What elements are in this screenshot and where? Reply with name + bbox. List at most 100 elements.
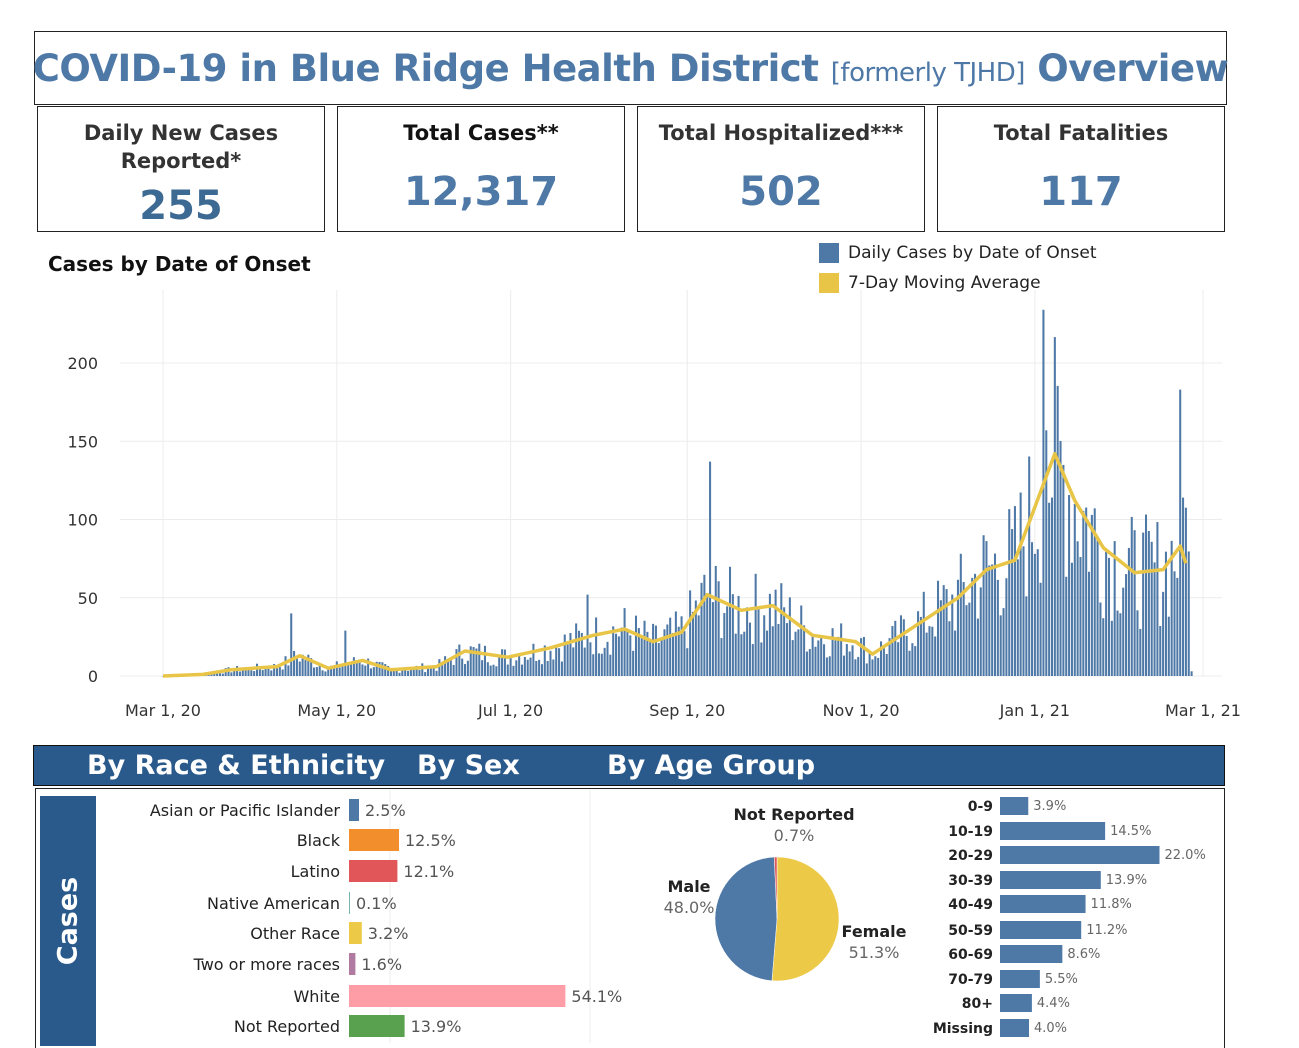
daily-case-bar <box>820 636 823 676</box>
age-value-label: 4.4% <box>1037 996 1070 1011</box>
race-category-label: White <box>293 987 340 1006</box>
kpi-total-fatalities[interactable]: Total Fatalities 117 <box>937 106 1225 232</box>
daily-case-bar <box>253 671 256 676</box>
y-tick-label: 100 <box>67 511 98 530</box>
daily-case-bar <box>623 608 626 676</box>
daily-case-bar <box>412 666 415 676</box>
title-small: [formerly TJHD] <box>830 57 1026 88</box>
race-bar <box>349 799 359 821</box>
race-category-label: Other Race <box>250 924 340 943</box>
daily-case-bar <box>486 662 489 676</box>
daily-case-bar <box>1099 602 1102 676</box>
daily-case-bar <box>327 668 330 676</box>
daily-case-bar <box>1039 582 1042 676</box>
daily-case-bar <box>1187 551 1190 676</box>
daily-case-bar <box>1130 516 1133 676</box>
y-tick-label: 150 <box>67 432 98 451</box>
daily-case-bar <box>421 663 424 676</box>
page-title: COVID-19 in Blue Ridge Health District [… <box>33 47 1229 90</box>
daily-case-bar <box>1142 532 1145 676</box>
daily-case-bar <box>247 667 250 676</box>
kpi-total-hospitalized[interactable]: Total Hospitalized*** 502 <box>637 106 925 232</box>
daily-case-bar <box>301 654 304 676</box>
age-bar <box>1000 1019 1029 1037</box>
cases-by-onset-chart[interactable]: Mar 1, 20 May 1, 20 Jul 1, 20 Sep 1, 20 Nov … <box>0 285 1299 735</box>
daily-case-bar <box>934 636 937 676</box>
race-value-label: 12.5% <box>405 831 456 850</box>
daily-case-bar <box>649 641 652 676</box>
pie-category-label: Male <box>667 877 710 896</box>
race-category-label: Native American <box>207 894 340 913</box>
daily-case-bar <box>609 654 612 676</box>
daily-case-bar <box>757 606 760 676</box>
daily-case-bar <box>1159 626 1162 676</box>
daily-case-bar <box>444 656 447 676</box>
daily-case-bar <box>1085 507 1088 676</box>
age-value-label: 11.8% <box>1091 897 1132 912</box>
legend-item-moving-average[interactable]: 7-Day Moving Average <box>819 268 1097 298</box>
daily-case-bar <box>860 638 863 676</box>
x-tick-label: Jul 1, 20 <box>477 701 543 720</box>
daily-case-bar <box>256 663 259 676</box>
daily-case-bar <box>597 653 600 676</box>
daily-case-bar <box>498 655 501 676</box>
daily-case-bar <box>1170 540 1173 676</box>
daily-case-bar <box>595 617 598 676</box>
daily-case-bar <box>1050 497 1054 676</box>
daily-case-bar <box>663 629 666 676</box>
daily-case-bar <box>352 657 355 676</box>
daily-case-bar <box>1105 551 1108 676</box>
daily-case-bar <box>549 650 552 676</box>
race-bar <box>349 892 350 914</box>
legend-item-daily-cases[interactable]: Daily Cases by Date of Onset <box>819 238 1097 268</box>
daily-case-bar <box>672 632 675 676</box>
age-group-chart[interactable]: 0-9 3.9% 10-19 14.5% 20-29 22.0% 30-39 13.9% 40-… <box>925 790 1225 1043</box>
race-value-label: 2.5% <box>365 801 406 820</box>
daily-case-bar <box>845 644 848 676</box>
cases-side-label: Cases <box>52 876 84 966</box>
daily-case-bar <box>919 616 922 676</box>
daily-case-bar <box>931 626 934 676</box>
daily-case-bar <box>509 656 512 676</box>
daily-case-bar <box>985 541 988 676</box>
daily-case-bar <box>278 667 281 676</box>
title-main: COVID-19 in Blue Ridge Health District <box>32 46 831 90</box>
daily-case-bar <box>1096 539 1099 676</box>
kpi-daily-new-cases[interactable]: Daily New Cases Reported* 255 <box>37 106 325 232</box>
daily-case-bar <box>825 657 828 676</box>
daily-case-bar <box>287 665 290 676</box>
daily-case-bar <box>261 670 264 676</box>
race-value-label: 1.6% <box>361 955 402 974</box>
daily-case-bar <box>555 646 558 676</box>
race-ethnicity-chart[interactable]: Asian or Pacific Islander 2.5% Black 12.5% L… <box>96 790 656 1043</box>
chart-legend[interactable]: Daily Cases by Date of Onset 7-Day Movin… <box>819 238 1097 298</box>
daily-case-bar <box>780 583 783 676</box>
race-bar <box>349 829 399 851</box>
daily-case-bar <box>298 661 301 676</box>
daily-case-bar <box>315 667 318 676</box>
daily-case-bar <box>1136 610 1139 676</box>
daily-case-bar <box>865 663 868 676</box>
demographics-panel <box>35 788 1225 1048</box>
daily-case-bar <box>1119 613 1122 676</box>
race-value-label: 3.2% <box>368 924 409 943</box>
daily-case-bar <box>1070 562 1073 676</box>
daily-case-bar <box>264 666 267 676</box>
daily-case-bar <box>1127 547 1130 676</box>
daily-case-bar <box>384 664 387 676</box>
cases-side-label-strip: Cases <box>40 796 96 1046</box>
daily-case-bar <box>794 631 797 676</box>
daily-case-bar <box>318 665 321 676</box>
daily-case-bar <box>1082 510 1085 676</box>
daily-case-bar <box>1182 497 1185 676</box>
daily-case-bar <box>891 626 894 676</box>
daily-case-bar <box>660 638 663 676</box>
daily-case-bar <box>324 671 327 676</box>
daily-case-bar <box>922 591 925 676</box>
kpi-total-cases[interactable]: Total Cases** 12,317 <box>337 106 625 232</box>
race-value-label: 12.1% <box>403 862 454 881</box>
daily-case-bar <box>803 625 806 676</box>
x-tick-label: Mar 1, 21 <box>1165 701 1241 720</box>
daily-case-bar <box>700 582 703 676</box>
sex-pie-chart[interactable]: Female 51.3% Male 48.0% Not Reported 0.7% <box>640 790 930 1043</box>
